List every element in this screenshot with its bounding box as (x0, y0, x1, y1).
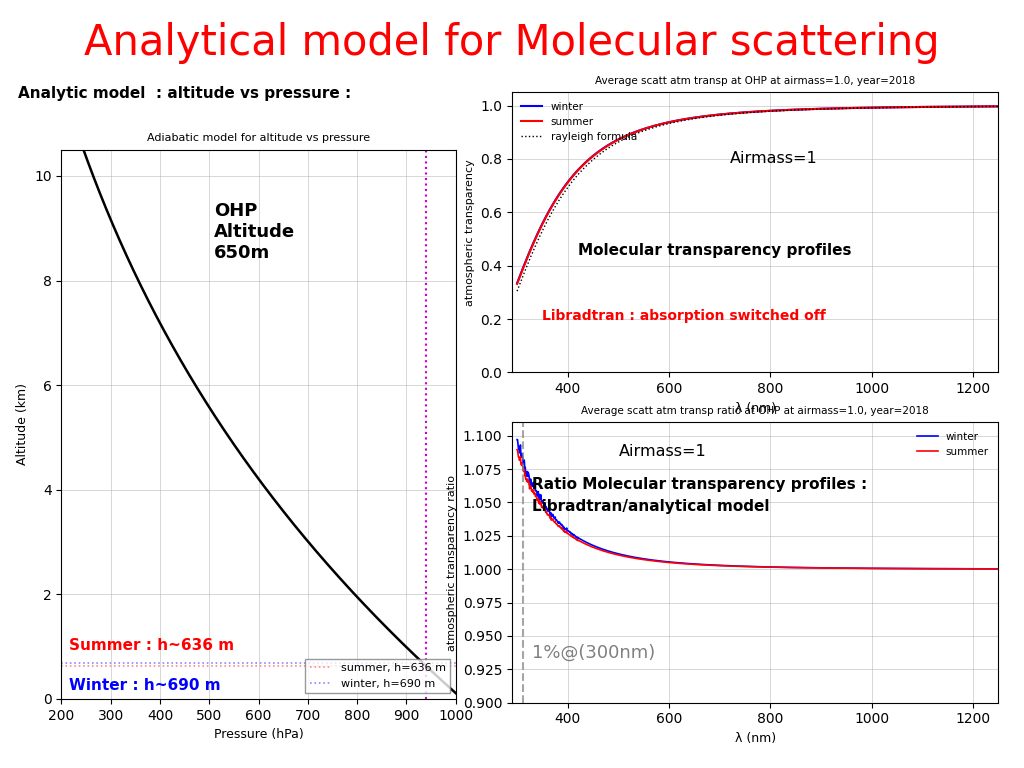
summer (560, 528, 572, 537)
Text: Analytical model for Molecular scattering: Analytical model for Molecular scatterin… (84, 22, 940, 64)
summer (992, 564, 1005, 574)
rayleigh formula (511, 286, 523, 296)
Line: summer: summer (517, 450, 998, 569)
Legend: winter, summer: winter, summer (912, 428, 993, 461)
X-axis label: λ (nm): λ (nm) (734, 402, 776, 415)
Title: Average scatt atm transp ratio at OHP at airmass=1.0, year=2018: Average scatt atm transp ratio at OHP at… (582, 406, 929, 416)
summer (706, 561, 718, 570)
rayleigh formula (992, 102, 1005, 111)
winter (511, 435, 523, 444)
winter (895, 564, 907, 573)
summer (886, 564, 898, 573)
Text: Libradtran/analytical model: Libradtran/analytical model (532, 498, 770, 514)
winter (560, 525, 572, 534)
Text: Airmass=1: Airmass=1 (618, 444, 707, 459)
summer (895, 103, 907, 112)
summer (886, 103, 898, 112)
Y-axis label: Altitude (km): Altitude (km) (15, 383, 29, 465)
rayleigh formula (723, 110, 735, 119)
summer (723, 109, 735, 118)
Text: Summer : h~636 m: Summer : h~636 m (69, 637, 233, 653)
summer (723, 561, 735, 571)
winter (842, 564, 854, 573)
X-axis label: Pressure (hPa): Pressure (hPa) (214, 728, 303, 741)
summer (992, 101, 1005, 111)
Line: winter: winter (517, 106, 998, 283)
summer (560, 180, 572, 189)
rayleigh formula (560, 185, 572, 194)
rayleigh formula (886, 103, 898, 112)
summer (895, 564, 907, 573)
Text: OHP
Altitude
650m: OHP Altitude 650m (214, 202, 295, 262)
winter (706, 561, 718, 570)
rayleigh formula (895, 103, 907, 112)
Legend: summer, h=636 m, winter, h=690 m: summer, h=636 m, winter, h=690 m (305, 659, 451, 694)
rayleigh formula (706, 111, 718, 121)
Line: rayleigh formula: rayleigh formula (517, 107, 998, 291)
Text: Airmass=1: Airmass=1 (730, 151, 817, 167)
winter (560, 180, 572, 189)
Text: Analytic model  : altitude vs pressure :: Analytic model : altitude vs pressure : (18, 86, 351, 101)
summer (706, 111, 718, 120)
Line: summer: summer (517, 106, 998, 284)
X-axis label: λ (nm): λ (nm) (734, 732, 776, 745)
winter (706, 111, 718, 120)
Title: Adiabatic model for altitude vs pressure: Adiabatic model for altitude vs pressure (147, 134, 370, 144)
Text: Ratio Molecular transparency profiles :: Ratio Molecular transparency profiles : (532, 477, 867, 492)
Legend: winter, summer, rayleigh formula: winter, summer, rayleigh formula (517, 98, 641, 146)
Text: 1%@(300nm): 1%@(300nm) (532, 644, 655, 661)
Text: Molecular transparency profiles: Molecular transparency profiles (578, 243, 851, 258)
summer (511, 445, 523, 455)
winter (723, 109, 735, 118)
winter (895, 103, 907, 112)
winter (992, 101, 1005, 111)
Line: winter: winter (517, 439, 998, 569)
Y-axis label: atmospheric transparency ratio: atmospheric transparency ratio (447, 475, 457, 650)
summer (842, 564, 854, 573)
winter (842, 104, 854, 113)
Text: Libradtran : absorption switched off: Libradtran : absorption switched off (543, 310, 826, 323)
Text: Winter : h~690 m: Winter : h~690 m (69, 678, 220, 694)
summer (842, 104, 854, 113)
Title: Average scatt atm transp at OHP at airmass=1.0, year=2018: Average scatt atm transp at OHP at airma… (595, 76, 915, 86)
Y-axis label: atmospheric transparency: atmospheric transparency (465, 159, 475, 306)
rayleigh formula (842, 104, 854, 113)
winter (511, 279, 523, 288)
winter (992, 564, 1005, 574)
winter (723, 561, 735, 571)
winter (886, 103, 898, 112)
summer (511, 280, 523, 289)
winter (886, 564, 898, 573)
